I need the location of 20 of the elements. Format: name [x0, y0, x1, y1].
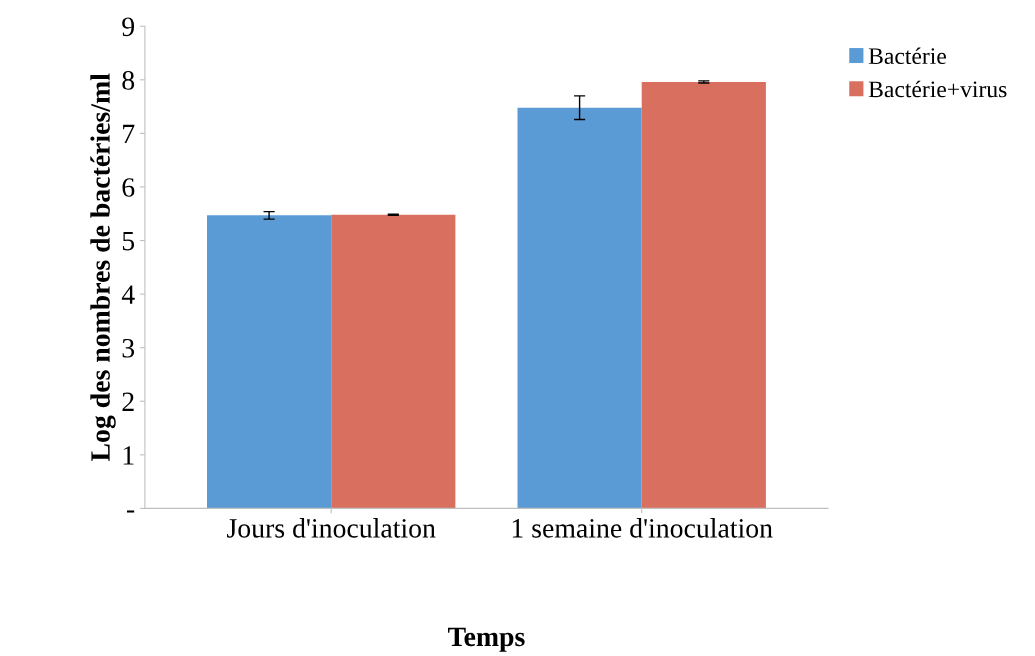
bar	[641, 81, 766, 509]
y-tick-label: 1	[123, 446, 134, 465]
legend-label: Bactérie+virus	[868, 80, 1007, 98]
y-tick-label: 6	[122, 178, 135, 197]
y-tick-label: 7	[123, 124, 135, 144]
y-tick-label: -	[126, 510, 135, 513]
bar	[331, 214, 456, 509]
x-tick-label: 1 semaine d'inoculation	[512, 518, 773, 538]
bar	[517, 107, 642, 509]
y-tick-label: 4	[121, 285, 135, 304]
legend-label: Bactérie	[868, 47, 946, 65]
bar	[207, 215, 332, 509]
y-tick-label: 5	[122, 231, 135, 251]
y-tick-label: 8	[122, 70, 135, 90]
y-tick-label: 9	[122, 17, 135, 37]
y-tick-label: 3	[122, 338, 135, 358]
y-tick-label: 2	[122, 392, 134, 411]
x-axis-title: Temps	[448, 627, 525, 652]
x-tick-label: Jours d'inoculation	[227, 518, 436, 538]
y-axis-title: Log des nombres de bactéries/ml	[90, 73, 116, 462]
